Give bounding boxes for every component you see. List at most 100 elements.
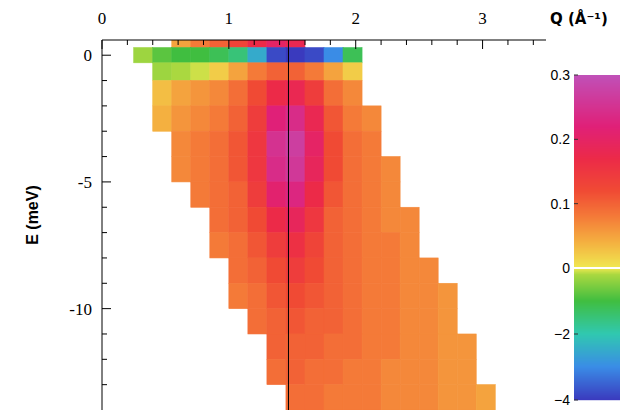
colorbar-strip bbox=[574, 131, 620, 132]
colorbar-strip bbox=[574, 202, 620, 203]
cell bbox=[305, 81, 324, 106]
y-axis bbox=[102, 40, 103, 410]
cell bbox=[248, 233, 267, 258]
y-tick-label: -10 bbox=[69, 300, 92, 319]
colorbar-strip bbox=[574, 364, 620, 365]
colorbar-strip bbox=[574, 273, 620, 274]
colorbar-strip bbox=[574, 221, 620, 222]
colorbar-strip bbox=[574, 175, 620, 176]
colorbar-strip bbox=[574, 316, 620, 317]
colorbar-strip bbox=[574, 242, 620, 243]
colorbar-strip bbox=[574, 308, 620, 309]
cell bbox=[362, 309, 381, 334]
colorbar-strip bbox=[574, 203, 620, 204]
colorbar-strip bbox=[574, 326, 620, 327]
colorbar-strip bbox=[574, 157, 620, 158]
colorbar-strip bbox=[574, 259, 620, 260]
colorbar-strip bbox=[574, 333, 620, 334]
cell bbox=[362, 182, 381, 207]
colorbar-strip bbox=[574, 359, 620, 360]
colorbar-strip bbox=[574, 297, 620, 298]
colorbar-strip bbox=[574, 165, 620, 166]
cell bbox=[172, 106, 191, 131]
x-minor-tick bbox=[304, 40, 305, 45]
cell bbox=[248, 207, 267, 232]
colorbar-strip bbox=[574, 170, 620, 171]
colorbar-strip bbox=[574, 393, 620, 394]
cell bbox=[229, 131, 248, 156]
cell bbox=[191, 106, 210, 131]
x-minor-tick bbox=[406, 40, 407, 45]
colorbar-strip bbox=[574, 373, 620, 374]
colorbar-strip bbox=[574, 210, 620, 211]
cell bbox=[229, 40, 248, 48]
colorbar-strip bbox=[574, 237, 620, 238]
colorbar-strip bbox=[574, 113, 620, 114]
cell bbox=[419, 385, 438, 410]
y-minor-tick bbox=[102, 359, 107, 360]
y-tick bbox=[102, 181, 111, 182]
cell bbox=[343, 48, 362, 63]
y-minor-tick bbox=[102, 384, 107, 385]
colorbar-strip bbox=[574, 84, 620, 85]
colorbar-strip bbox=[574, 179, 620, 180]
cell bbox=[400, 334, 419, 359]
colorbar-strip bbox=[574, 302, 620, 303]
colorbar-strip bbox=[574, 107, 620, 108]
cell bbox=[400, 385, 419, 410]
colorbar-strip bbox=[574, 91, 620, 92]
cell bbox=[419, 283, 438, 308]
colorbar-tick-label: −2 bbox=[554, 326, 570, 342]
colorbar-tick bbox=[574, 400, 578, 401]
colorbar-tick bbox=[574, 334, 578, 335]
colorbar-strip bbox=[574, 351, 620, 352]
colorbar-strip bbox=[574, 271, 620, 272]
colorbar-strip bbox=[574, 85, 620, 86]
colorbar-strip bbox=[574, 280, 620, 281]
cell bbox=[267, 106, 286, 131]
colorbar-strip bbox=[574, 370, 620, 371]
cell bbox=[248, 258, 267, 283]
colorbar-strip bbox=[574, 239, 620, 240]
colorbar-strip bbox=[574, 375, 620, 376]
colorbar-strip bbox=[574, 184, 620, 185]
cell bbox=[343, 207, 362, 232]
colorbar-strip bbox=[574, 257, 620, 258]
colorbar-strip bbox=[574, 139, 620, 140]
colorbar-strip bbox=[574, 303, 620, 304]
colorbar-strip bbox=[574, 286, 620, 287]
colorbar-strip bbox=[574, 215, 620, 216]
colorbar-tick bbox=[574, 203, 578, 204]
colorbar-strip bbox=[574, 97, 620, 98]
colorbar-strip bbox=[574, 87, 620, 88]
colorbar-strip bbox=[574, 155, 620, 156]
colorbar-strip bbox=[574, 115, 620, 116]
colorbar-strip bbox=[574, 238, 620, 239]
colorbar-strip bbox=[574, 154, 620, 155]
cell bbox=[400, 258, 419, 283]
colorbar-strip bbox=[574, 285, 620, 286]
colorbar-strip bbox=[574, 166, 620, 167]
cell bbox=[476, 385, 495, 410]
colorbar-strip bbox=[574, 231, 620, 232]
x-tick bbox=[482, 40, 483, 49]
cell bbox=[324, 48, 343, 63]
colorbar-tick-label: 0.1 bbox=[551, 196, 571, 212]
colorbar-strip bbox=[574, 394, 620, 395]
x-minor-tick bbox=[507, 40, 508, 45]
colorbar-strip bbox=[574, 230, 620, 231]
cell bbox=[267, 48, 286, 63]
colorbar-strip bbox=[574, 281, 620, 282]
cell bbox=[324, 283, 343, 308]
colorbar-strip bbox=[574, 389, 620, 390]
colorbar-strip bbox=[574, 172, 620, 173]
colorbar-strip bbox=[574, 320, 620, 321]
colorbar-strip bbox=[574, 240, 620, 241]
colorbar-strip bbox=[574, 77, 620, 78]
colorbar-strip bbox=[574, 119, 620, 120]
colorbar-strip bbox=[574, 247, 620, 248]
colorbar-strip bbox=[574, 360, 620, 361]
colorbar-strip bbox=[574, 167, 620, 168]
colorbar-strip bbox=[574, 130, 620, 131]
colorbar-strip bbox=[574, 381, 620, 382]
